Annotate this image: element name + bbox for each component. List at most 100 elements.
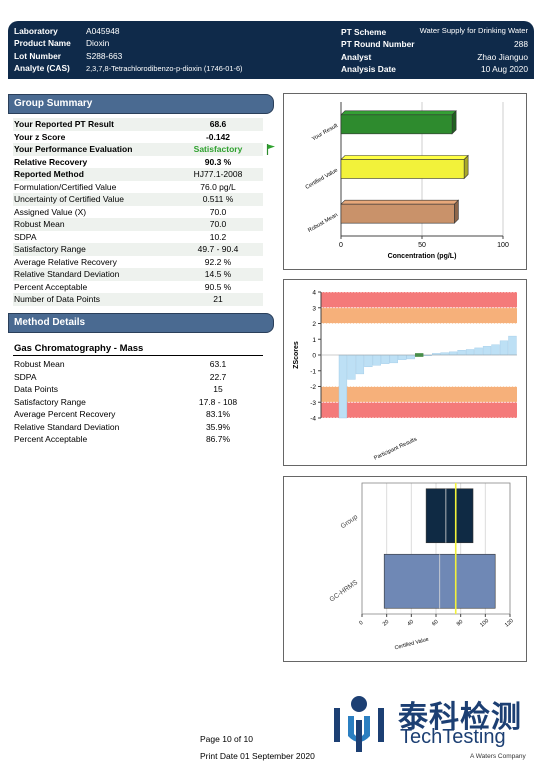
participant-bar xyxy=(355,354,365,375)
report-header: Laboratory A045948 Product Name Dioxin L… xyxy=(8,21,534,79)
summary-label: Formulation/Certified Value xyxy=(14,181,117,192)
summary-value: HJ77.1-2008 xyxy=(193,169,243,179)
bar xyxy=(340,159,465,179)
participant-bar xyxy=(448,351,458,356)
participant-bar xyxy=(364,354,373,368)
method-value: 83.1% xyxy=(205,409,231,419)
category-label: GC-HRMS xyxy=(329,579,360,604)
bar-top xyxy=(340,110,457,116)
summary-value: 76.0 pg/L xyxy=(200,181,236,192)
x-tick-label: 120 xyxy=(504,618,515,629)
summary-label: Average Relative Recovery xyxy=(14,256,117,267)
header-label-scheme: PT Scheme xyxy=(341,27,387,37)
summary-value: 68.6 xyxy=(209,119,227,129)
summary-label: Number of Data Points xyxy=(14,294,100,304)
y-tick-label: -4 xyxy=(310,416,316,423)
summary-label: Satisfactory Range xyxy=(14,244,86,254)
header-value-lot: S288-663 xyxy=(86,51,123,61)
summary-label: Your Performance Evaluation xyxy=(14,144,133,154)
concentration-chart: Your Result Certified Value Robust Mean 0 50… xyxy=(305,102,509,260)
y-tick-label: -2 xyxy=(310,384,316,391)
summary-value: 90.3 % xyxy=(204,156,232,167)
participant-bar xyxy=(381,354,390,364)
header-value-laboratory: A045948 xyxy=(86,26,120,36)
summary-value: 0.511 % xyxy=(202,194,234,204)
summary-label: Reported Method xyxy=(14,169,84,179)
summary-label: Your Reported PT Result xyxy=(14,119,114,129)
box xyxy=(425,488,474,544)
summary-row: Formulation/Certified Value 76.0 pg/L xyxy=(13,181,263,194)
participant-bar xyxy=(406,354,415,360)
x-axis-label: Certified Value xyxy=(394,637,429,652)
method-label: Average Percent Recovery xyxy=(14,409,116,419)
category-label: Your Result xyxy=(311,123,339,143)
header-label-analyte: Analyte (CAS) xyxy=(14,63,70,73)
summary-value: 70.0 xyxy=(209,206,227,217)
summary-label: Your z Score xyxy=(14,131,66,142)
summary-row: Your Performance Evaluation Satisfactory xyxy=(13,143,263,156)
method-details-banner: Method Details xyxy=(8,313,274,333)
summary-row: Reported Method HJ77.1-2008 xyxy=(13,168,263,181)
bar xyxy=(340,203,455,224)
category-label: Group xyxy=(340,514,360,531)
header-value-analyte: 2,3,7,8-Tetrachlorodibenzo-p-dioxin (174… xyxy=(86,64,243,73)
techtesting-logo-mark xyxy=(334,696,384,752)
summary-value: 21 xyxy=(213,294,223,304)
method-divider xyxy=(13,355,263,356)
bar-top xyxy=(340,155,469,160)
participant-bar xyxy=(491,344,500,356)
header-value-product: Dioxin xyxy=(86,38,110,48)
header-value-round: 288 xyxy=(514,39,528,49)
summary-row: Relative Recovery 90.3 % xyxy=(13,156,263,169)
summary-label: Relative Recovery xyxy=(14,156,88,167)
method-value: 17.8 - 108 xyxy=(198,396,238,407)
x-tick-label: 0 xyxy=(358,620,364,627)
summary-value: 90.5 % xyxy=(204,281,232,292)
logo-tagline: A Waters Company xyxy=(470,753,526,760)
method-row: SDPA 22.7 xyxy=(13,371,263,384)
method-name: Gas Chromatography - Mass xyxy=(14,343,144,354)
summary-label: Assigned Value (X) xyxy=(14,206,87,217)
bar-side xyxy=(463,154,469,180)
bar xyxy=(340,114,453,135)
bar-side xyxy=(454,199,459,224)
method-value: 15 xyxy=(213,384,223,394)
x-tick-label: 80 xyxy=(456,619,465,628)
y-tick-label: 4 xyxy=(312,290,316,297)
participant-bar xyxy=(474,347,483,356)
header-value-scheme: Water Supply for Drinking Water xyxy=(419,26,528,35)
zscore-band xyxy=(321,402,517,418)
summary-row: SDPA 10.2 xyxy=(13,231,263,244)
page-number: Page 10 of 10 xyxy=(200,734,253,744)
logo-english-text: TechTesting xyxy=(400,726,506,748)
method-row: Average Percent Recovery 83.1% xyxy=(13,408,263,421)
method-label: Satisfactory Range xyxy=(14,396,86,407)
summary-value: 10.2 xyxy=(209,231,227,242)
header-label-laboratory: Laboratory xyxy=(14,26,58,36)
header-value-analyst: Zhao Jianguo xyxy=(477,52,528,62)
y-axis-label: ZScores xyxy=(293,341,300,369)
summary-value: 14.5 % xyxy=(204,269,232,279)
header-label-analysis-date: Analysis Date xyxy=(341,64,396,74)
zscore-band xyxy=(321,292,517,308)
x-tick-label: 40 xyxy=(406,619,415,628)
summary-row: Uncertainty of Certified Value 0.511 % xyxy=(13,193,263,206)
summary-label: Robust Mean xyxy=(14,219,65,229)
method-row: Data Points 15 xyxy=(13,383,263,396)
print-date: Print Date 01 September 2020 xyxy=(200,751,315,761)
y-tick-label: -1 xyxy=(310,368,316,375)
logo-chinese-text: 泰科检测 xyxy=(398,701,522,734)
bar-top xyxy=(340,199,460,205)
zscore-band xyxy=(321,386,517,403)
participant-bar xyxy=(338,354,348,419)
method-value: 63.1 xyxy=(209,359,227,369)
zscore-chart: 4 3 2 1 0 -1 -2 -3 -4 ZScores Participant Results xyxy=(293,290,517,462)
method-label: Data Points xyxy=(14,384,58,394)
boxplot-chart: Group GC-HRMS 0 20 40 60 80 100 120 Certified Val… xyxy=(329,482,515,652)
summary-row: Your Reported PT Result 68.6 xyxy=(13,118,263,131)
participant-bar xyxy=(457,350,466,356)
participant-bar xyxy=(398,354,407,360)
summary-row: Relative Standard Deviation 14.5 % xyxy=(13,268,263,281)
group-summary-banner: Group Summary xyxy=(8,94,274,114)
zscore-chart-frame: 4 3 2 1 0 -1 -2 -3 -4 ZScores Participant Results xyxy=(283,279,527,466)
